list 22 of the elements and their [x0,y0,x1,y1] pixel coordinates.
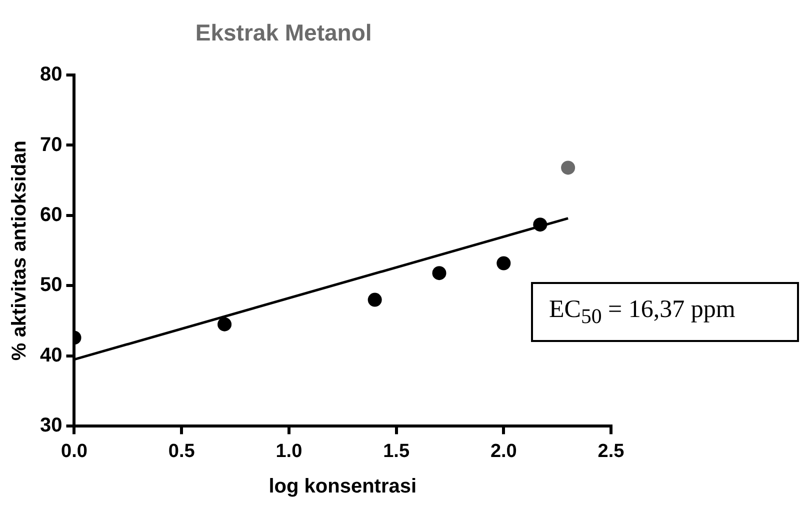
x-tick-label: 2.0 [490,440,517,462]
point [368,292,382,307]
point [218,317,232,332]
point [432,266,446,280]
chart-title: Ekstrak Metanol [195,19,372,46]
point [561,160,576,175]
x-axis-title: log konsentrasi [268,476,417,498]
y-tick-label: 60 [40,204,62,226]
y-tick-label: 40 [40,344,62,366]
x-tick-label: 1.5 [383,440,410,462]
x-tick-label: 0.0 [61,440,88,462]
point [533,218,548,232]
y-tick-label: 30 [40,414,62,437]
point [496,256,511,270]
x-tick-label: 2.5 [598,440,625,462]
y-tick-label: 50 [40,274,62,296]
y-tick-label: 70 [40,134,62,156]
annotation: EC$_{50}$ = 16,37 ppm [549,295,736,330]
x-tick-label: 0.5 [168,440,196,462]
x-tick-label: 1.0 [276,440,302,462]
y-tick-label: 80 [40,64,62,86]
y-axis-title: % aktivitas antioksidan [8,140,31,361]
